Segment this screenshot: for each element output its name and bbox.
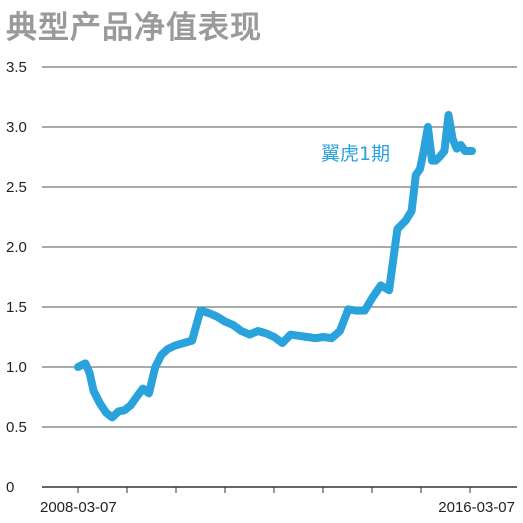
grid-lines	[42, 66, 517, 488]
y-tick-label: 3.5	[6, 59, 27, 76]
series-label: 翼虎1期	[321, 143, 390, 165]
chart-title: 典型产品净值表现	[6, 10, 262, 46]
series-line	[74, 111, 476, 422]
y-tick-label: 0.5	[6, 419, 27, 436]
y-tick-label: 2.0	[6, 239, 27, 256]
x-axis-ticks: 2008-03-07 2016-03-07	[40, 487, 515, 516]
y-tick-label: 3.0	[6, 119, 27, 136]
y-tick-label: 0	[6, 479, 14, 496]
y-tick-label: 2.5	[6, 179, 27, 196]
y-axis-tick-labels: 0 0.5 1.0 1.5 2.0 2.5 3.0 3.5	[6, 59, 27, 496]
x-tick-label: 2016-03-07	[438, 499, 515, 516]
y-tick-label: 1.0	[6, 359, 27, 376]
y-tick-label: 1.5	[6, 299, 27, 316]
x-tick-label: 2008-03-07	[40, 499, 117, 516]
